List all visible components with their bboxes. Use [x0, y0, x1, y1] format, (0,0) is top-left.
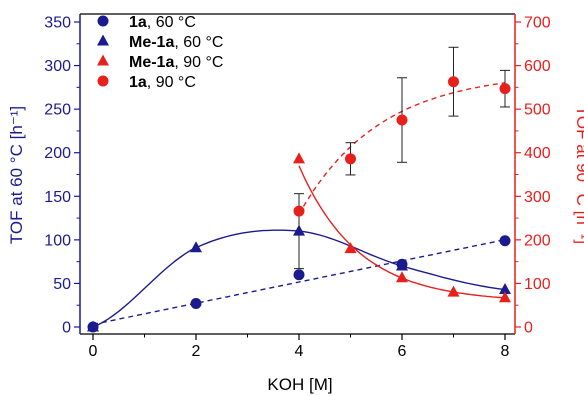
data-markers [87, 76, 511, 333]
legend-label-bold: 1a [129, 14, 147, 31]
data-point [344, 242, 357, 254]
legend-marker [97, 15, 109, 27]
x-tick-label: 8 [501, 343, 510, 360]
y-right-tick-label: 300 [524, 189, 551, 206]
legend-label-rest: , 90 °C [147, 74, 196, 91]
legend-marker [97, 34, 109, 46]
y-left-tick-label: 150 [44, 189, 71, 206]
legend-marker [97, 54, 109, 66]
data-point [396, 271, 408, 283]
y-right-tick-label: 600 [524, 58, 551, 75]
legend-label-rest: , 60 °C [174, 34, 223, 51]
legend-marker [97, 75, 109, 87]
legend-label-bold: Me-1a [129, 34, 174, 51]
y-right-tick-label: 400 [524, 145, 551, 162]
y-right-tick-label: 100 [524, 276, 551, 293]
data-point [448, 76, 459, 88]
data-point [499, 235, 511, 247]
y-right-tick-label: 500 [524, 102, 551, 119]
x-axis-label: KOH [M] [267, 375, 332, 394]
data-point [396, 259, 408, 271]
y-left-tick-label: 350 [44, 15, 71, 32]
data-point [396, 114, 408, 126]
y-left-tick-label: 250 [44, 102, 71, 119]
data-point [345, 153, 356, 165]
legend-label-bold: 1a [129, 74, 147, 91]
y-right-tick-label: 200 [524, 232, 551, 249]
y-left-tick-label: 50 [53, 276, 71, 293]
x-tick-label: 2 [192, 343, 201, 360]
y-axis-left-label: TOF at 60 °C [h⁻¹] [7, 106, 26, 244]
data-point [87, 320, 99, 332]
y-right-tick-label: 0 [524, 320, 533, 337]
data-point [293, 152, 305, 164]
legend-label: 1a, 90 °C [129, 74, 196, 91]
legend-label: 1a, 60 °C [129, 14, 196, 31]
y-left-tick-label: 100 [44, 232, 71, 249]
data-point [293, 205, 305, 217]
legend-label: Me-1a, 90 °C [129, 54, 223, 71]
y-right-tick-label: 700 [524, 15, 551, 32]
y-left-tick-label: 300 [44, 58, 71, 75]
data-point [190, 297, 202, 309]
y-left-tick-label: 0 [62, 320, 71, 337]
y-left-tick-label: 200 [44, 145, 71, 162]
legend-label-rest: , 60 °C [147, 14, 196, 31]
x-tick-label: 4 [295, 343, 304, 360]
y-axis-right-label: TOF at 90 °C [h⁻¹] [573, 106, 584, 244]
data-point [499, 83, 511, 95]
legend-label-bold: Me-1a [129, 54, 174, 71]
x-tick-label: 6 [398, 343, 407, 360]
x-tick-label: 0 [89, 343, 98, 360]
data-point [499, 283, 511, 295]
legend-label-rest: , 90 °C [174, 54, 223, 71]
data-point [499, 291, 511, 303]
data-point [447, 285, 460, 297]
axis-ticks: 0 2 4 6 805010015020025030035001002003004005… [44, 15, 551, 361]
legend: 1a, 60 °CMe-1a, 60 °CMe-1a, 90 °C1a, 90 … [97, 14, 223, 91]
data-point [190, 241, 202, 253]
data-point [293, 269, 305, 281]
error-bars [294, 46, 510, 270]
legend-label: Me-1a, 60 °C [129, 34, 223, 51]
data-point [293, 224, 305, 236]
fit-line-0 [92, 239, 506, 326]
